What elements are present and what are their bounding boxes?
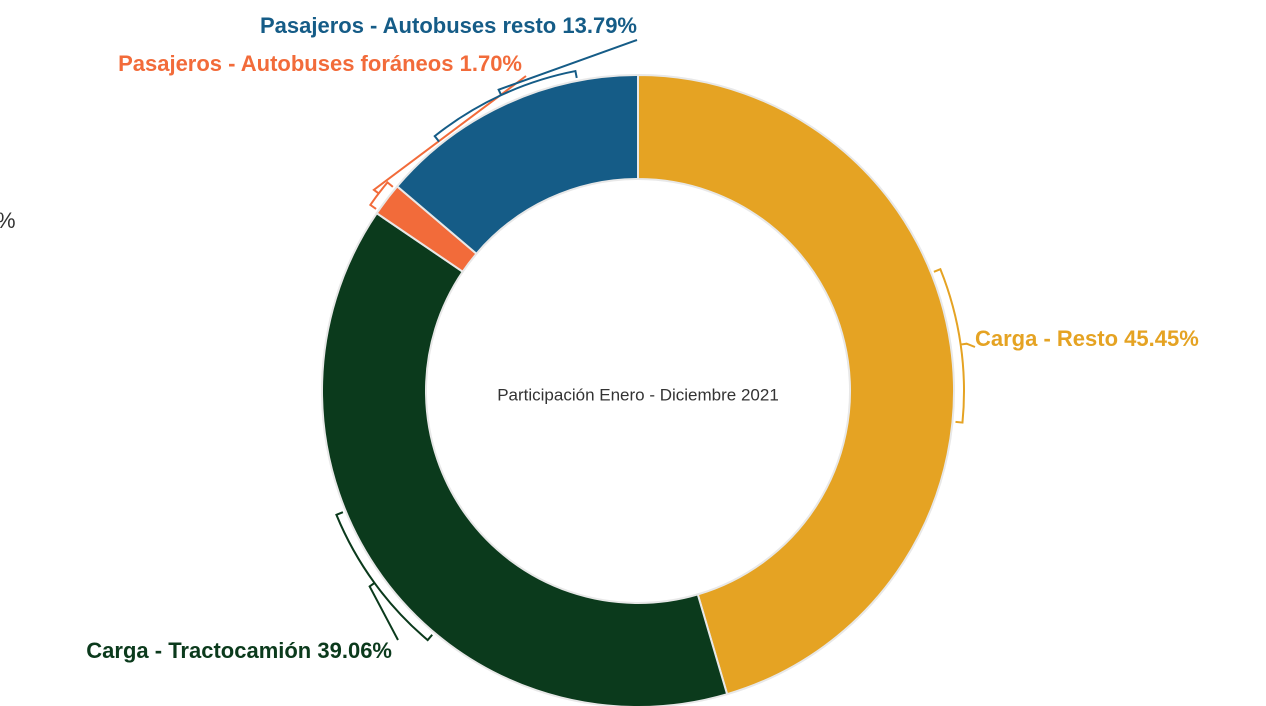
- slice-value-label: 39.06%: [317, 638, 392, 663]
- slice-name: Carga - Resto: [975, 326, 1118, 351]
- slice-label: Carga - Tractocamión 39.06%: [86, 638, 392, 663]
- clipped-annotation: %: [0, 208, 16, 233]
- slice-value-label: 45.45%: [1124, 326, 1199, 351]
- slice-name: Pasajeros - Autobuses foráneos: [118, 51, 453, 76]
- leader-line: [335, 511, 433, 642]
- donut-slice: [395, 73, 639, 256]
- donut-slice: [637, 73, 955, 696]
- leader-line: [368, 75, 527, 210]
- leader-line: [433, 39, 638, 143]
- slice-label: Pasajeros - Autobuses foráneos 1.70%: [118, 51, 522, 76]
- slice-label: Carga - Resto 45.45%: [975, 326, 1199, 351]
- leader-line: [933, 267, 976, 424]
- slice-value-label: 13.79%: [562, 13, 637, 38]
- slice-name: Carga - Tractocamión: [86, 638, 311, 663]
- center-label: Participación Enero - Diciembre 2021: [497, 385, 779, 404]
- slice-value-label: 1.70%: [460, 51, 522, 76]
- slice-label: Pasajeros - Autobuses resto 13.79%: [260, 13, 637, 38]
- slice-name: Pasajeros - Autobuses resto: [260, 13, 556, 38]
- donut-slice: [321, 211, 729, 706]
